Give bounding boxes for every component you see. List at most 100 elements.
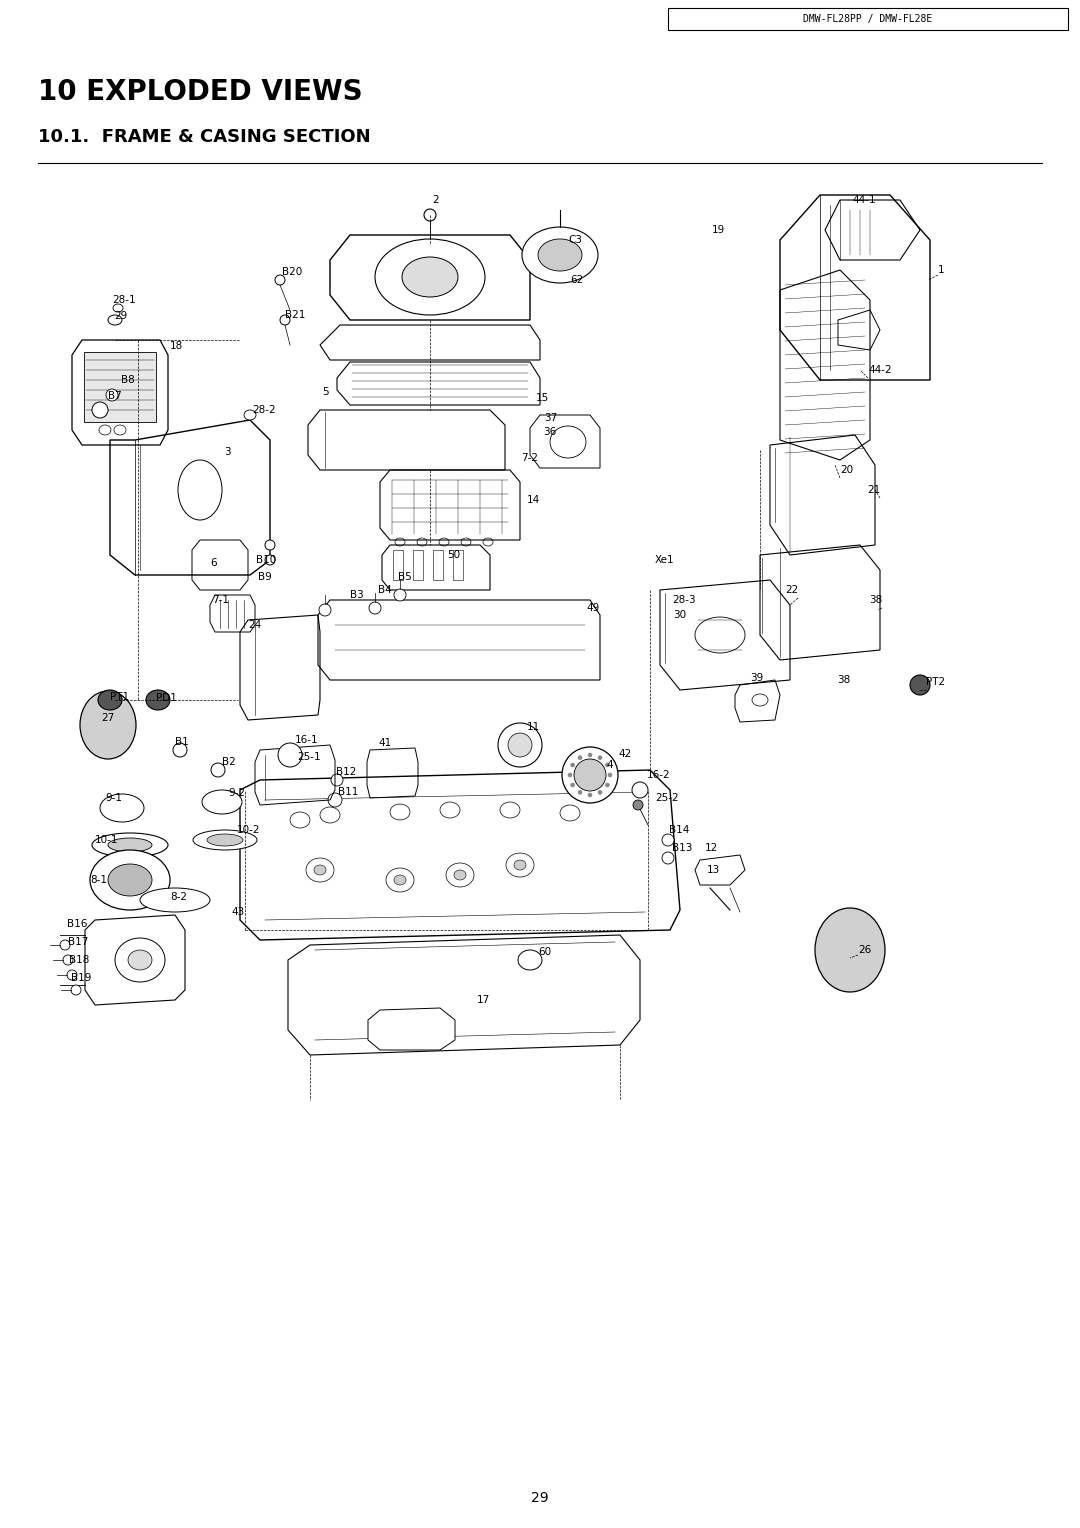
Text: 28-1: 28-1 [112, 295, 136, 306]
Ellipse shape [67, 970, 77, 979]
Text: 27: 27 [102, 714, 114, 723]
Ellipse shape [578, 756, 582, 759]
Ellipse shape [573, 759, 606, 792]
Ellipse shape [605, 782, 609, 787]
Ellipse shape [319, 604, 330, 616]
Text: 60: 60 [538, 947, 551, 957]
Polygon shape [368, 1008, 455, 1050]
Text: 10-1: 10-1 [95, 834, 119, 845]
Text: B16: B16 [67, 918, 87, 929]
Text: PT1: PT1 [110, 692, 130, 701]
Text: B9: B9 [258, 571, 272, 582]
Ellipse shape [578, 790, 582, 795]
Ellipse shape [280, 315, 291, 325]
Text: 3: 3 [224, 448, 231, 457]
Ellipse shape [598, 756, 602, 759]
Text: 12: 12 [705, 843, 718, 853]
Text: 10 EXPLODED VIEWS: 10 EXPLODED VIEWS [38, 78, 363, 105]
Text: B14: B14 [669, 825, 689, 834]
Ellipse shape [100, 795, 144, 822]
Ellipse shape [570, 782, 575, 787]
Ellipse shape [662, 834, 674, 847]
Text: 5: 5 [322, 387, 328, 397]
Text: DMW-FL28PP / DMW-FL28E: DMW-FL28PP / DMW-FL28E [804, 14, 933, 24]
Text: 28-3: 28-3 [672, 594, 696, 605]
Text: 20: 20 [840, 465, 853, 475]
Ellipse shape [244, 410, 256, 420]
Text: 11: 11 [527, 723, 540, 732]
Text: 2: 2 [432, 196, 438, 205]
Text: 19: 19 [712, 225, 726, 235]
Text: 25-2: 25-2 [654, 793, 678, 804]
Ellipse shape [178, 460, 222, 520]
Text: 37: 37 [543, 413, 557, 423]
Ellipse shape [815, 908, 885, 992]
Text: B19: B19 [71, 973, 92, 983]
Text: PT2: PT2 [926, 677, 945, 688]
Text: 44-2: 44-2 [868, 365, 892, 374]
Ellipse shape [424, 209, 436, 222]
Text: 18: 18 [170, 341, 184, 351]
Ellipse shape [193, 830, 257, 850]
Bar [433, 550, 443, 581]
Text: B13: B13 [672, 843, 692, 853]
Text: 43: 43 [232, 908, 245, 917]
Ellipse shape [113, 304, 123, 312]
Ellipse shape [508, 733, 532, 756]
Ellipse shape [328, 793, 342, 807]
Text: B21: B21 [285, 310, 306, 319]
Ellipse shape [71, 986, 81, 995]
Ellipse shape [662, 853, 674, 863]
Ellipse shape [588, 753, 592, 756]
Text: 49: 49 [586, 604, 600, 613]
Text: 44-1: 44-1 [852, 196, 876, 205]
Bar [84, 351, 156, 422]
Ellipse shape [92, 402, 108, 419]
Bar [669, 8, 1068, 31]
Text: 36: 36 [543, 426, 556, 437]
Ellipse shape [202, 790, 242, 814]
Text: 24: 24 [248, 620, 261, 630]
Ellipse shape [608, 773, 612, 778]
Text: B8: B8 [121, 374, 135, 385]
Ellipse shape [522, 228, 598, 283]
Text: 22: 22 [785, 585, 798, 594]
Ellipse shape [108, 315, 122, 325]
Text: B4: B4 [378, 585, 392, 594]
Ellipse shape [106, 390, 118, 400]
Text: B11: B11 [338, 787, 359, 798]
Text: B5: B5 [399, 571, 411, 582]
Text: 26: 26 [858, 944, 872, 955]
Ellipse shape [146, 691, 170, 711]
Text: 29: 29 [114, 312, 127, 321]
Ellipse shape [275, 275, 285, 286]
Ellipse shape [108, 863, 152, 895]
Ellipse shape [265, 539, 275, 550]
Ellipse shape [60, 940, 70, 950]
Text: 7-2: 7-2 [521, 452, 538, 463]
Text: 10.1.  FRAME & CASING SECTION: 10.1. FRAME & CASING SECTION [38, 128, 370, 147]
Ellipse shape [108, 837, 152, 853]
Bar [413, 550, 423, 581]
Text: B12: B12 [336, 767, 356, 778]
Text: 28-2: 28-2 [252, 405, 275, 416]
Text: 17: 17 [477, 995, 490, 1005]
Ellipse shape [265, 555, 275, 565]
Ellipse shape [632, 782, 648, 798]
Ellipse shape [568, 773, 572, 778]
Ellipse shape [910, 675, 930, 695]
Ellipse shape [598, 790, 602, 795]
Text: 21: 21 [867, 484, 880, 495]
Ellipse shape [514, 860, 526, 869]
Ellipse shape [394, 588, 406, 601]
Text: 9-2: 9-2 [228, 788, 245, 798]
Ellipse shape [330, 775, 343, 785]
Text: B18: B18 [69, 955, 90, 966]
Ellipse shape [588, 793, 592, 798]
Text: 39: 39 [750, 672, 764, 683]
Text: 6: 6 [210, 558, 217, 568]
Ellipse shape [80, 691, 136, 759]
Text: 50: 50 [447, 550, 460, 559]
Text: 62: 62 [570, 275, 583, 286]
Ellipse shape [114, 938, 165, 983]
